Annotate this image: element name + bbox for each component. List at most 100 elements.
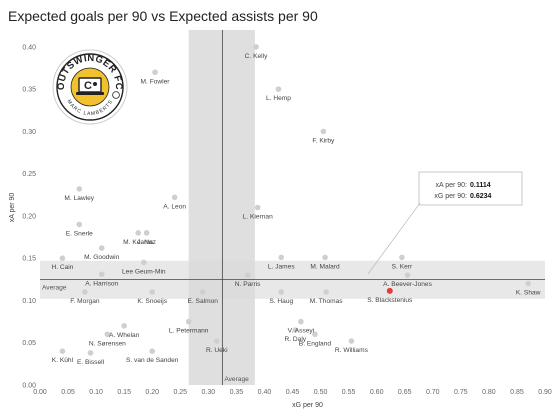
point-label: M. Malard (310, 263, 340, 270)
data-point[interactable] (59, 255, 66, 262)
x-tick-label: 0.55 (342, 389, 356, 396)
y-tick-label: 0.25 (22, 171, 36, 178)
point-label: L. Petermann (169, 328, 209, 335)
tooltip-xg-label: xG per 90: (434, 193, 467, 200)
data-point[interactable] (149, 289, 156, 295)
y-tick-label: 0.15 (22, 256, 36, 263)
data-point[interactable] (171, 194, 178, 201)
data-point[interactable] (320, 128, 327, 135)
point-label: M. Goodwin (84, 254, 120, 261)
average-band (40, 30, 545, 385)
point-label: M. Thomas (310, 298, 344, 305)
point-label: K. Snoeijs (137, 298, 167, 305)
data-point[interactable] (76, 186, 83, 192)
data-point[interactable] (322, 254, 328, 261)
data-point[interactable] (323, 289, 329, 295)
data-point[interactable] (404, 272, 411, 278)
point-label: A. Whelan (109, 332, 140, 339)
average-label-y: Average (42, 284, 67, 291)
point-label: S. Haug (269, 298, 293, 305)
point-label: R. Williams (335, 347, 369, 354)
highlighted-point[interactable] (386, 287, 393, 294)
data-point[interactable] (87, 350, 94, 356)
data-point[interactable] (312, 331, 318, 338)
data-point[interactable] (213, 338, 220, 344)
x-tick-label: 0.05 (61, 389, 75, 396)
data-point[interactable] (278, 289, 285, 295)
data-point[interactable] (278, 254, 285, 261)
x-tick-label: 0.90 (538, 389, 552, 396)
point-label: F. Kirby (312, 137, 335, 144)
data-point[interactable] (253, 44, 259, 50)
average-label-x: Average (224, 376, 249, 383)
data-point[interactable] (525, 280, 531, 287)
point-label: E. Salmon (188, 298, 219, 305)
x-tick-label: 0.00 (33, 389, 47, 396)
point-label: E. Snerle (66, 230, 93, 237)
data-point[interactable] (104, 331, 111, 338)
data-point[interactable] (185, 318, 192, 325)
x-tick-label: 0.60 (370, 389, 384, 396)
data-point[interactable] (348, 338, 355, 344)
point-label: H. Cain (51, 264, 73, 271)
data-point[interactable] (143, 230, 150, 236)
y-tick-label: 0.00 (22, 383, 36, 390)
data-point[interactable] (292, 327, 299, 333)
data-point[interactable] (149, 348, 156, 354)
x-tick-label: 0.80 (482, 389, 496, 396)
data-point[interactable] (98, 271, 105, 278)
point-label: E. Bissell (77, 359, 105, 366)
x-tick-label: 0.85 (510, 389, 524, 396)
data-point[interactable] (141, 259, 147, 266)
y-tick-label: 0.10 (22, 298, 36, 305)
point-label: M. Kearns (123, 239, 154, 246)
data-point[interactable] (275, 86, 282, 92)
y-tick-label: 0.05 (22, 340, 36, 347)
data-point[interactable] (298, 318, 304, 325)
point-labels: C. Kelly M. Fowler L. Hemp F. Kirby M. Lawle… (51, 53, 540, 366)
point-label: A. Beever-Jones (383, 281, 432, 288)
x-tick-label: 0.65 (398, 389, 412, 396)
point-label: N. Parris (235, 281, 261, 288)
x-tick-label: 0.70 (426, 389, 440, 396)
data-point[interactable] (399, 254, 405, 261)
x-tick-label: 0.40 (258, 389, 272, 396)
x-tick-label: 0.30 (202, 389, 216, 396)
data-point[interactable] (82, 289, 88, 295)
data-points (59, 44, 531, 356)
x-tick-label: 0.10 (89, 389, 103, 396)
x-axis-label: xG per 90 (292, 402, 323, 409)
data-point[interactable] (76, 221, 83, 228)
point-label: M. Fowler (141, 78, 171, 85)
data-point[interactable] (59, 348, 66, 354)
average-lines: Average Average (40, 30, 545, 385)
y-axis-label: xA per 90 (9, 193, 16, 223)
x-tick-label: 0.50 (314, 389, 328, 396)
data-point[interactable] (121, 323, 127, 329)
point-label: L. James (268, 263, 295, 270)
axes: 0.00 0.05 0.10 0.15 0.20 0.25 0.30 0.35 0.40 0.45… (9, 44, 552, 409)
point-label: M. Lawley (64, 195, 94, 202)
data-point[interactable] (152, 69, 158, 76)
point-label: K. Shaw (516, 290, 541, 297)
point-label: A. Leon (163, 203, 186, 210)
data-point[interactable] (254, 204, 261, 211)
x-tick-label: 0.75 (454, 389, 468, 396)
tooltip-xa-label: xA per 90: (435, 182, 467, 189)
x-tick-label: 0.25 (173, 389, 187, 396)
point-label: F. Morgan (70, 298, 100, 305)
data-point[interactable] (135, 230, 141, 236)
point-label: A. Harrison (85, 280, 118, 287)
x-tick-label: 0.15 (117, 389, 131, 396)
chart-title: Expected goals per 90 vs Expected assist… (8, 8, 318, 24)
tooltip-xa-value: 0.1114 (470, 182, 491, 189)
data-point[interactable] (98, 245, 105, 251)
average-band-horizontal (40, 260, 545, 299)
data-point[interactable] (199, 289, 206, 295)
point-label: R. Ueki (206, 347, 228, 354)
x-tick-label: 0.20 (145, 389, 159, 396)
y-tick-label: 0.40 (22, 44, 36, 51)
data-point[interactable] (244, 272, 251, 278)
point-label: J. Naz (137, 239, 156, 246)
